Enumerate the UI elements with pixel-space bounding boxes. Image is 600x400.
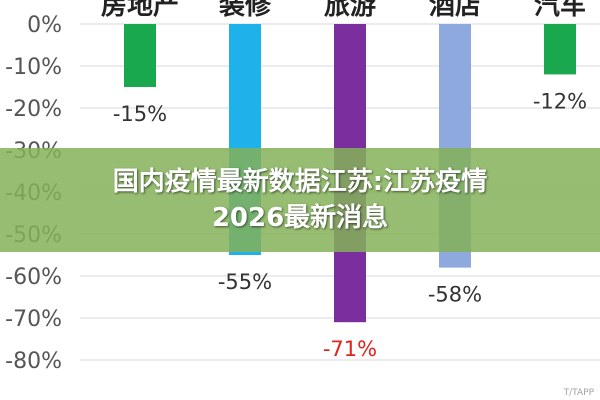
y-tick-label: -10% bbox=[5, 55, 62, 80]
y-tick-label: -80% bbox=[5, 349, 62, 374]
watermark-logo: T/TAPP bbox=[563, 388, 594, 398]
y-tick-label: -60% bbox=[5, 265, 62, 290]
data-label: -58% bbox=[428, 283, 482, 307]
category-label: 汽车 bbox=[534, 0, 586, 21]
category-label: 酒店 bbox=[429, 0, 481, 21]
category-label: 房地产 bbox=[101, 0, 179, 21]
data-label: -71% bbox=[323, 337, 377, 361]
category-label: 装修 bbox=[219, 0, 272, 21]
category-label: 旅游 bbox=[324, 0, 376, 21]
data-label: -55% bbox=[218, 270, 272, 294]
y-tick-label: -20% bbox=[5, 97, 62, 122]
y-tick-label: 0% bbox=[27, 13, 62, 38]
data-label: -15% bbox=[113, 102, 167, 126]
title-banner: 国内疫情最新数据江苏:江苏疫情 2026最新消息 bbox=[0, 148, 600, 252]
banner-line-2: 2026最新消息 bbox=[211, 203, 389, 233]
banner-line-1: 国内疫情最新数据江苏:江苏疫情 bbox=[112, 167, 488, 197]
data-label: -12% bbox=[533, 89, 587, 113]
bar-1 bbox=[124, 24, 156, 87]
y-tick-label: -70% bbox=[5, 307, 62, 332]
bar-5 bbox=[544, 24, 576, 75]
